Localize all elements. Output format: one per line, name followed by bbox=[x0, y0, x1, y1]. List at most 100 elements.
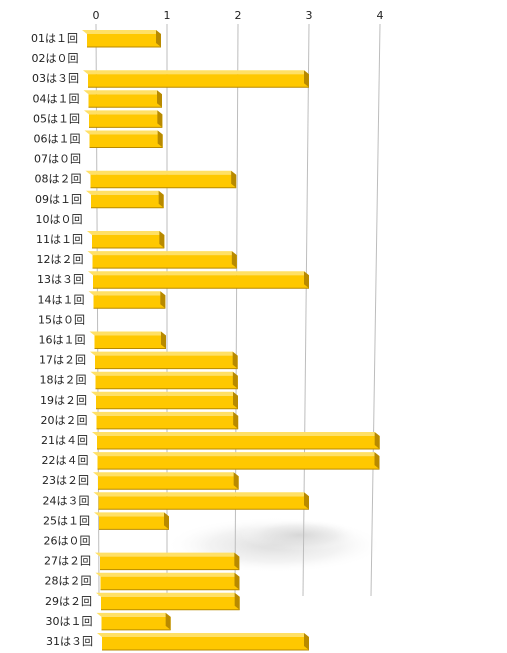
category-label: 29は２回 bbox=[45, 595, 92, 608]
bar-side-face bbox=[231, 251, 237, 269]
category-label: 12は２回 bbox=[37, 253, 84, 266]
grid-lines bbox=[95, 23, 381, 597]
bar-top-face bbox=[91, 391, 238, 396]
bar bbox=[89, 331, 166, 349]
category-label: 26は０回 bbox=[44, 535, 91, 548]
bar-front-face bbox=[95, 375, 238, 389]
bar-front-face bbox=[89, 134, 163, 148]
category-label: 22は４回 bbox=[42, 454, 89, 467]
bar bbox=[84, 130, 163, 148]
bar-top-face bbox=[89, 331, 166, 336]
x-axis-tick-labels: 0 1 2 3 4 bbox=[93, 9, 384, 22]
bar bbox=[93, 492, 309, 510]
bar-side-face bbox=[374, 452, 380, 470]
category-label: 13は３回 bbox=[37, 273, 84, 286]
bar-side-face bbox=[158, 190, 164, 208]
bar-front-face bbox=[87, 34, 161, 47]
bar-front-face bbox=[99, 516, 169, 530]
bar-front-face bbox=[101, 616, 171, 630]
category-label: 09は１回 bbox=[35, 193, 82, 206]
bar bbox=[95, 552, 240, 571]
category-label: 19は２回 bbox=[40, 394, 87, 407]
category-label: 14は１回 bbox=[38, 293, 85, 306]
bar bbox=[84, 110, 163, 128]
category-label: 21は４回 bbox=[41, 434, 88, 447]
bar bbox=[88, 291, 166, 309]
bar bbox=[96, 592, 240, 611]
bar bbox=[92, 452, 380, 470]
category-label: 15は０回 bbox=[38, 313, 85, 326]
category-label: 28は２回 bbox=[45, 575, 92, 588]
bar-top-face bbox=[93, 472, 239, 477]
category-label: 05は１回 bbox=[33, 112, 80, 125]
bar-side-face bbox=[234, 592, 240, 610]
bar-side-face bbox=[157, 130, 163, 148]
bar-top-face bbox=[97, 633, 309, 637]
bar-top-face bbox=[96, 592, 240, 597]
bar bbox=[97, 633, 309, 651]
bar-front-face bbox=[96, 395, 238, 409]
bar-front-face bbox=[100, 576, 240, 590]
category-label: 03は３回 bbox=[32, 72, 79, 85]
bar-top-face bbox=[83, 90, 162, 95]
category-label: 17は２回 bbox=[39, 354, 86, 367]
bar-side-face bbox=[234, 552, 240, 570]
x-tick-label: 1 bbox=[164, 9, 171, 22]
bar-side-face bbox=[234, 572, 240, 590]
category-label: 25は１回 bbox=[43, 514, 90, 527]
bar-side-face bbox=[160, 291, 166, 309]
bar-top-face bbox=[87, 251, 237, 256]
bar-side-face bbox=[231, 170, 237, 188]
bar-side-face bbox=[304, 70, 309, 88]
bar-front-face bbox=[96, 415, 239, 429]
category-label: 01は１回 bbox=[31, 32, 78, 45]
bar bbox=[95, 572, 240, 591]
x-tick-label: 3 bbox=[306, 9, 313, 22]
bar-side-face bbox=[233, 391, 238, 409]
bar-front-face bbox=[90, 174, 237, 188]
bar-top-face bbox=[95, 552, 240, 557]
bar bbox=[86, 190, 164, 209]
bar-front-face bbox=[100, 556, 240, 570]
bar-side-face bbox=[164, 512, 169, 530]
bar-front-face bbox=[97, 436, 380, 449]
bar bbox=[87, 251, 237, 269]
category-label: 07は０回 bbox=[34, 153, 81, 166]
bar-front-face bbox=[93, 275, 309, 289]
x-tick-label: 0 bbox=[93, 9, 100, 22]
bar-side-face bbox=[157, 90, 162, 108]
category-label: 18は２回 bbox=[40, 374, 87, 387]
bar-top-face bbox=[92, 452, 380, 457]
category-label: 02は０回 bbox=[32, 52, 79, 65]
bar bbox=[96, 612, 171, 631]
bar-top-face bbox=[86, 190, 164, 195]
grid-line bbox=[370, 23, 381, 597]
bar-front-face bbox=[92, 235, 165, 248]
category-label: 23は２回 bbox=[42, 474, 89, 487]
bar bbox=[87, 231, 165, 249]
grid-line bbox=[95, 23, 100, 597]
bar-side-face bbox=[161, 331, 166, 349]
bar-front-face bbox=[88, 94, 162, 108]
bar-side-face bbox=[232, 371, 238, 389]
bar-top-face bbox=[91, 411, 239, 416]
bar-side-face bbox=[157, 110, 163, 128]
bar-front-face bbox=[97, 456, 380, 470]
bar bbox=[85, 170, 237, 189]
bar-side-face bbox=[233, 472, 239, 490]
bar bbox=[91, 411, 239, 430]
bar bbox=[83, 90, 162, 108]
x-tick-label: 2 bbox=[235, 9, 242, 22]
bar-side-face bbox=[233, 411, 239, 429]
bar-side-face bbox=[304, 633, 309, 650]
category-label: 30は１回 bbox=[46, 615, 93, 628]
bar-top-face bbox=[90, 371, 238, 376]
category-label: 31は３回 bbox=[46, 635, 93, 648]
bar-top-face bbox=[92, 432, 380, 436]
bar-top-face bbox=[84, 110, 163, 115]
bar bbox=[91, 391, 238, 410]
bar-top-face bbox=[93, 492, 309, 497]
grid-line bbox=[302, 23, 310, 597]
bar-top-face bbox=[87, 231, 165, 235]
